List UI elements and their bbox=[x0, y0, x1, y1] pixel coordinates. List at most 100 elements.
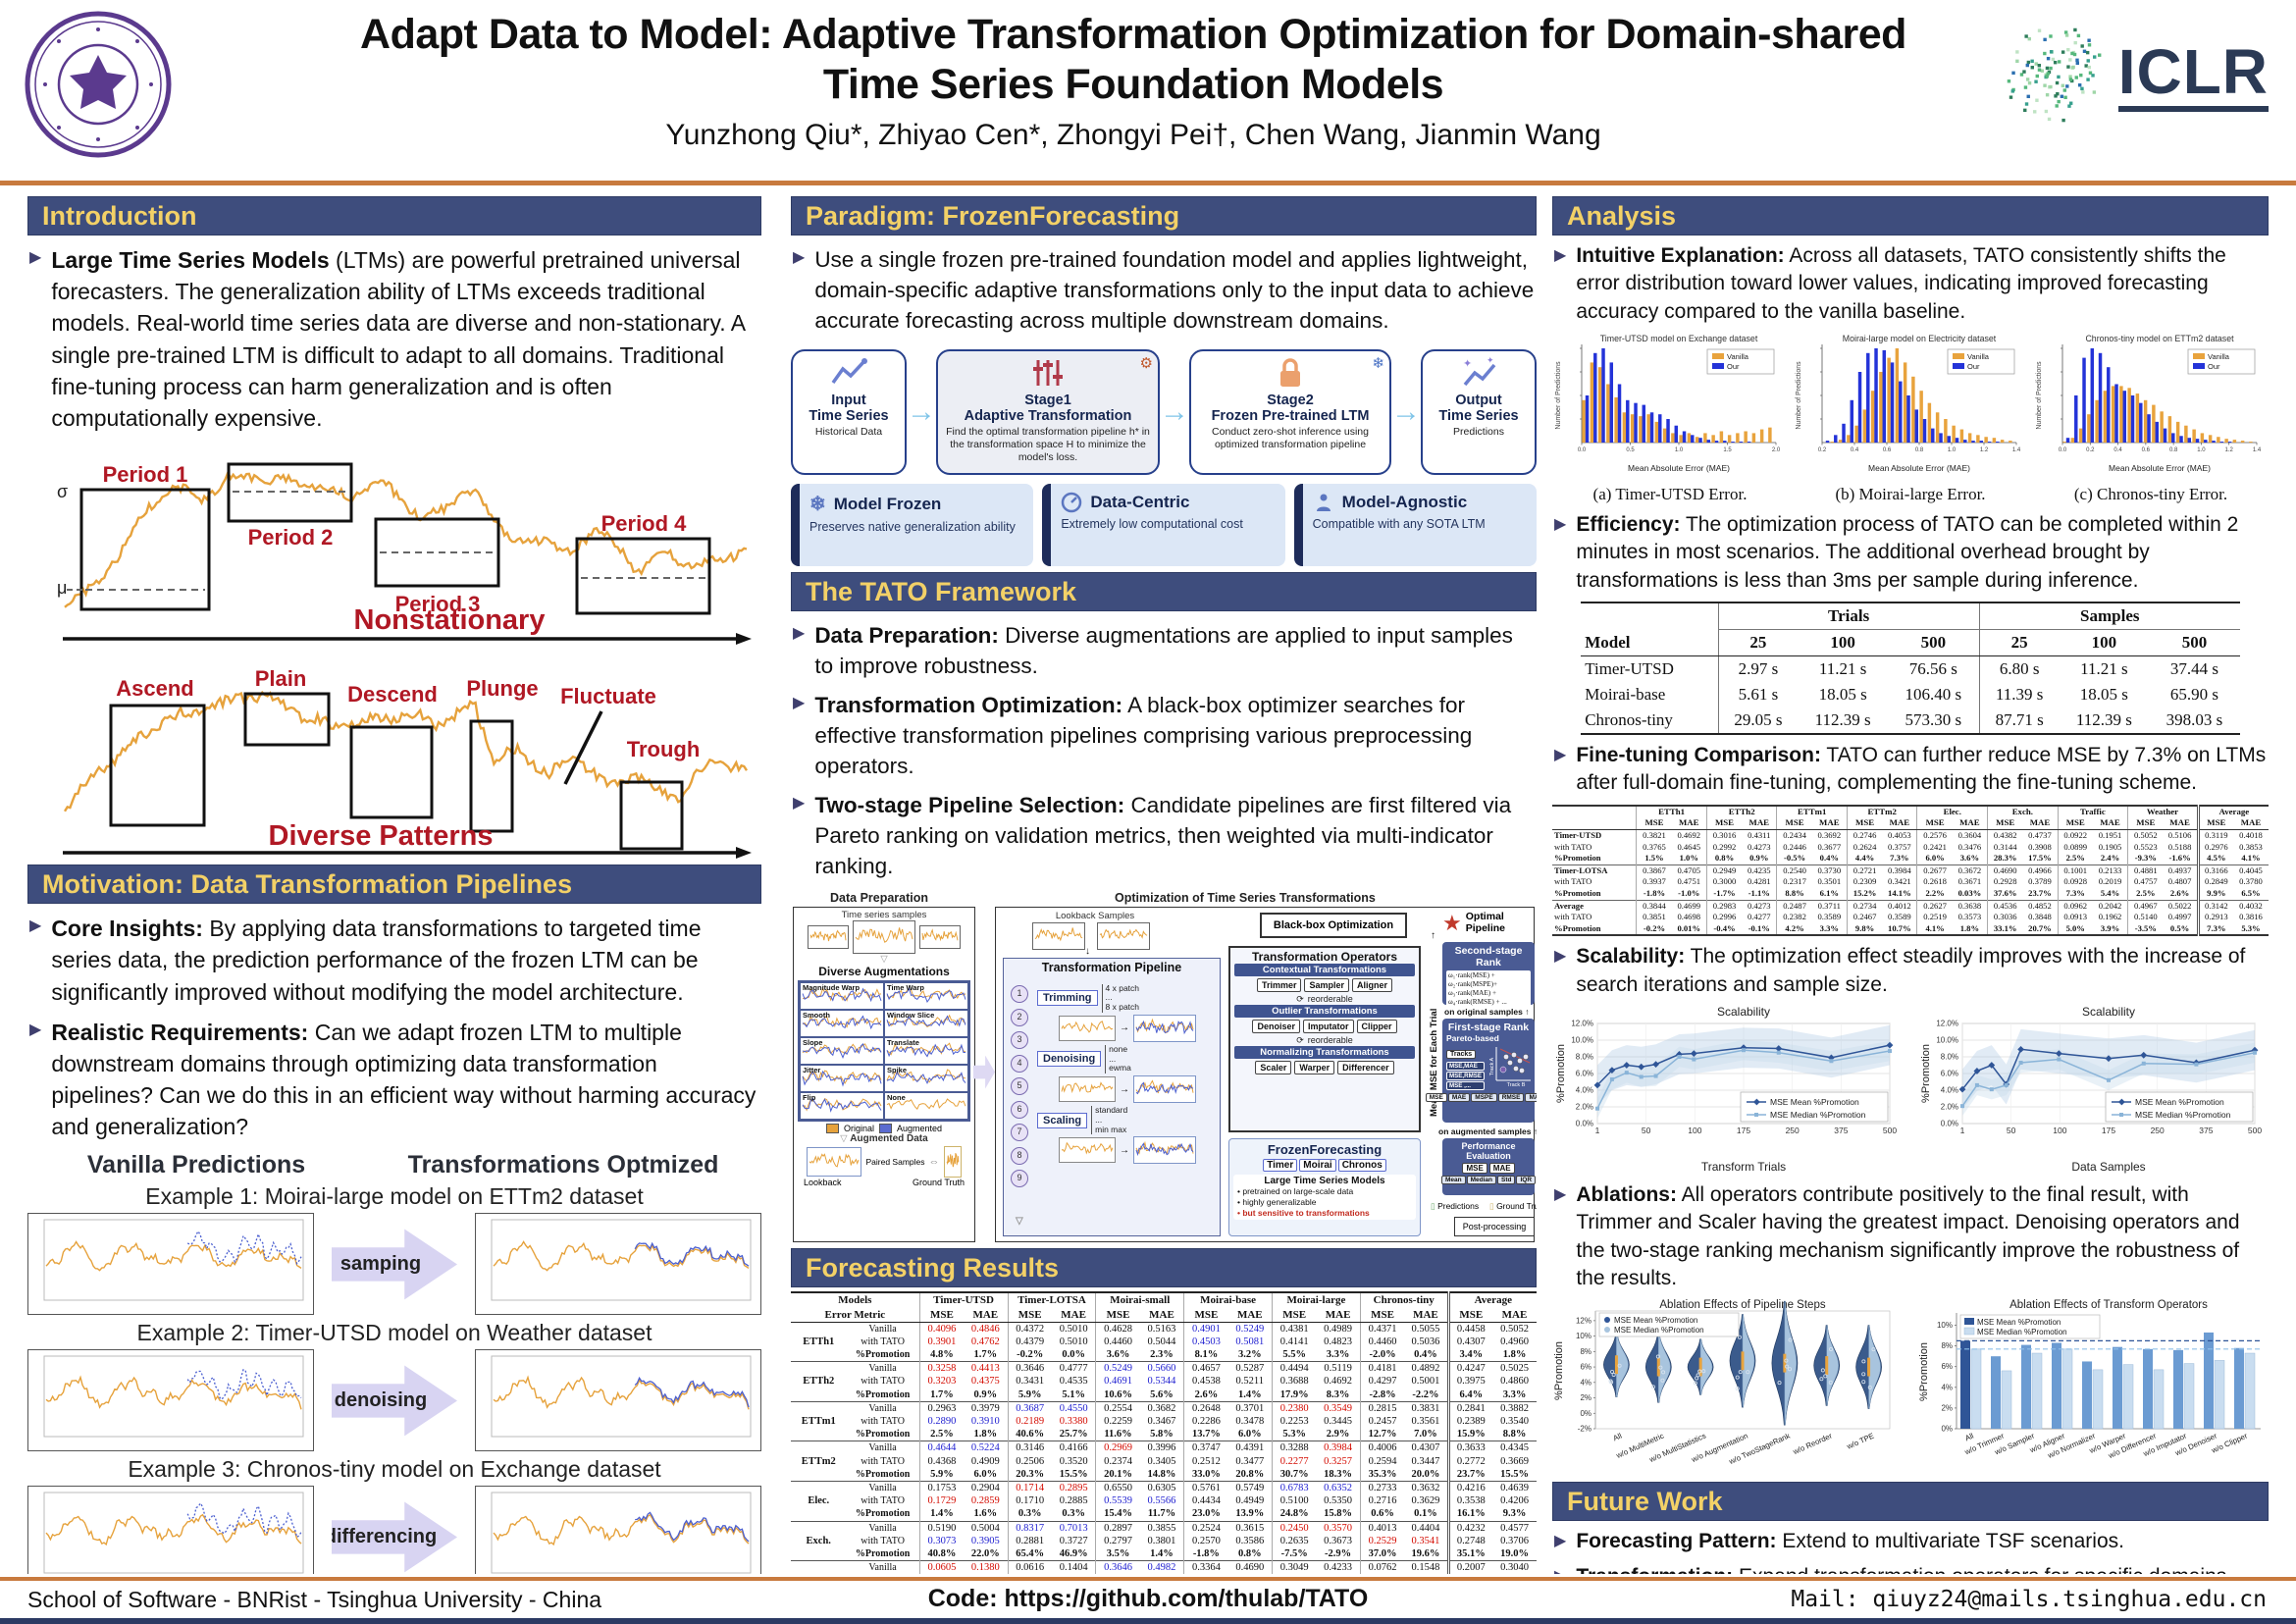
value-cell: 0.2189 bbox=[1007, 1414, 1052, 1429]
value-cell: 1.4% bbox=[1150, 1547, 1174, 1559]
value-cell: 0.3478 bbox=[1235, 1415, 1265, 1427]
value-cell: 0.2748 bbox=[1446, 1534, 1493, 1547]
affiliation: School of Software - BNRist - Tsinghua U… bbox=[27, 1587, 602, 1612]
eff-value: 76.56 s bbox=[1908, 659, 1957, 679]
predictions-label: ▯ Predictions bbox=[1431, 1200, 1480, 1211]
column-middle: Paradigm: FrozenForecasting ▶ Use a sing… bbox=[791, 196, 1537, 1574]
ft-value: 0.3476 bbox=[1957, 841, 1982, 852]
value-cell: 0.4404 bbox=[1404, 1520, 1449, 1535]
value-cell: 24.8% bbox=[1272, 1507, 1317, 1522]
eff-row: Moirai-base 5.61 s 18.05 s 106.40 s 11.39 s 1… bbox=[1581, 682, 2240, 708]
ft-value: 0.3821 bbox=[1636, 828, 1672, 842]
value-cell: 0.4577 bbox=[1492, 1520, 1537, 1535]
value-cell: 0.2648 bbox=[1183, 1400, 1228, 1415]
ablation-bars-chart: Ablation Effects of Transform Operators 0… bbox=[1918, 1299, 2261, 1461]
svg-text:MSE Median %Promotion: MSE Median %Promotion bbox=[1614, 1326, 1704, 1335]
value-cell: 0.2841 bbox=[1446, 1400, 1493, 1415]
pipeline-step: 9 bbox=[1011, 1170, 1028, 1188]
table-row: TrafficVanilla0.06050.13800.06160.14040.… bbox=[791, 1560, 1537, 1574]
footer-bottom-bar bbox=[0, 1618, 2296, 1624]
right-arrow-icon: → bbox=[1120, 1144, 1129, 1156]
value-cell: 0.2594 bbox=[1359, 1454, 1405, 1468]
section-paradigm: Paradigm: FrozenForecasting bbox=[791, 196, 1537, 236]
svg-text:6.0%: 6.0% bbox=[1576, 1069, 1593, 1077]
value-cell: 0.4216 bbox=[1446, 1480, 1493, 1495]
value-cell: 0.2457 bbox=[1359, 1414, 1405, 1429]
value-cell: 0.4307 bbox=[1446, 1335, 1493, 1348]
svg-text:375: 375 bbox=[2199, 1126, 2213, 1135]
section-forecasting-results: Forecasting Results bbox=[791, 1247, 1537, 1287]
ft-value: 6.0% bbox=[1916, 853, 1953, 865]
ft-value: 14.1% bbox=[1888, 887, 1911, 898]
value-cell: 0.2969 bbox=[1095, 1441, 1140, 1455]
samples-header: Samples bbox=[1978, 602, 2240, 631]
model-header: Moirai-base bbox=[1183, 1290, 1273, 1308]
core-insights-bullet: ▶ Core Insights: By applying data transf… bbox=[29, 913, 759, 1008]
value-cell: 0.8317 bbox=[1007, 1520, 1052, 1535]
ft-value: 6.5% bbox=[2241, 887, 2261, 898]
table-row: ETTh2 Vanilla 0.3258 0.4413 0.3646 0.4777 0.52… bbox=[791, 1361, 1537, 1402]
eff-model: Timer-UTSD bbox=[1585, 659, 1674, 679]
svg-text:Chronos-tiny model on ETTm2 da: Chronos-tiny model on ETTm2 dataset bbox=[2085, 334, 2234, 343]
ft-value: 0.3638 bbox=[1952, 899, 1988, 913]
value-cell: 0.2881 bbox=[1007, 1534, 1052, 1547]
ft-value: 0.2317 bbox=[1776, 876, 1812, 888]
operator-chip: Scaler bbox=[1255, 1060, 1292, 1074]
value-cell: 0.3615 bbox=[1227, 1520, 1273, 1535]
value-cell: 0.4690 bbox=[1227, 1560, 1273, 1574]
down-arrow-icon: ▽ bbox=[840, 1132, 848, 1144]
svg-text:✦: ✦ bbox=[1487, 355, 1494, 365]
ft-value: 0.2949 bbox=[1705, 864, 1743, 877]
eff-value: 87.71 s bbox=[1978, 707, 2060, 735]
value-cell: 0.2506 bbox=[1007, 1454, 1052, 1468]
value-cell: 0.2529 bbox=[1359, 1534, 1405, 1547]
value-cell: 0.3882 bbox=[1492, 1400, 1537, 1415]
predictions-columns-header: Vanilla Predictions Transformations Optm… bbox=[27, 1151, 761, 1179]
model-header: Average bbox=[1446, 1290, 1537, 1308]
dataset-label: Traffic bbox=[791, 1560, 847, 1574]
svg-text:Track A: Track A bbox=[1489, 1057, 1495, 1075]
value-cell: 1.4% bbox=[1237, 1388, 1262, 1400]
svg-text:Number of Predictions: Number of Predictions bbox=[1555, 361, 1562, 430]
ft-value: 17.5% bbox=[2028, 853, 2052, 864]
pipeline-step: 2 bbox=[1011, 1008, 1028, 1026]
flow-arrow-icon: → bbox=[907, 395, 936, 429]
value-cell: 0.9% bbox=[973, 1388, 998, 1400]
perf-metric-chip: MAE bbox=[1488, 1162, 1515, 1174]
value-cell: 0.3541 bbox=[1411, 1535, 1440, 1546]
bullet-icon: ▶ bbox=[1554, 1185, 1567, 1203]
value-cell: 0.2859 bbox=[970, 1495, 1000, 1507]
value-cell: 0.2897 bbox=[1095, 1520, 1140, 1535]
value-cell: 15.5% bbox=[1500, 1468, 1529, 1480]
pipeline-thumb-row: → bbox=[1037, 1136, 1218, 1165]
svg-text:2.0%: 2.0% bbox=[1941, 1102, 1958, 1111]
frozen-forecasting-flow: Input Time Series Historical Data → ⚙ St… bbox=[791, 344, 1537, 480]
optimized-plot bbox=[475, 1349, 761, 1452]
value-cell: 0.3831 bbox=[1404, 1400, 1449, 1415]
efficiency-table: Trials Samples Model 25 100 500 25 100 500 Timer-… bbox=[1552, 602, 2269, 735]
value-cell: 0.5001 bbox=[1411, 1376, 1440, 1388]
star-icon: ★ bbox=[1442, 910, 1462, 935]
ablation-charts: Ablation Effects of Pipeline Steps -2% 0% 2… bbox=[1552, 1299, 2269, 1476]
value-cell: 0.1548 bbox=[1404, 1560, 1449, 1574]
value-cell: 0.3257 bbox=[1324, 1455, 1353, 1467]
track-option-chip: MSE ,... bbox=[1446, 1080, 1486, 1090]
diverse-patterns-figure: Ascend Plain Descend Plunge Fluctuate Trough D… bbox=[63, 666, 752, 860]
value-cell: 0.4372 bbox=[1007, 1321, 1052, 1336]
ft-value: -1.1% bbox=[1748, 887, 1770, 898]
svg-text:6%: 6% bbox=[1941, 1363, 1953, 1372]
svg-text:Vanilla: Vanilla bbox=[1727, 352, 1749, 361]
perf-stat-chip: IQR bbox=[1516, 1175, 1537, 1184]
table-row: %Promotion 1.4% 1.6% 0.3% 0.3% 15.4% 11.7% 23.0… bbox=[791, 1507, 1537, 1522]
row-label: with TATO bbox=[861, 1535, 905, 1546]
dataset-label: Elec. bbox=[791, 1480, 847, 1522]
ft-value: 0.2519 bbox=[1916, 912, 1953, 923]
value-cell: 0.1753 bbox=[918, 1480, 965, 1495]
value-cell: 46.9% bbox=[1059, 1547, 1088, 1559]
down-arrow-icon: ▽ bbox=[1016, 1215, 1023, 1227]
header-rule bbox=[0, 181, 2296, 185]
svg-text:Number of Predictions: Number of Predictions bbox=[1796, 361, 1802, 430]
vanilla-plot bbox=[27, 1213, 314, 1316]
realistic-requirements-bullet: ▶ Realistic Requirements: Can we adapt f… bbox=[29, 1017, 759, 1143]
bullet-icon: ▶ bbox=[793, 795, 806, 812]
